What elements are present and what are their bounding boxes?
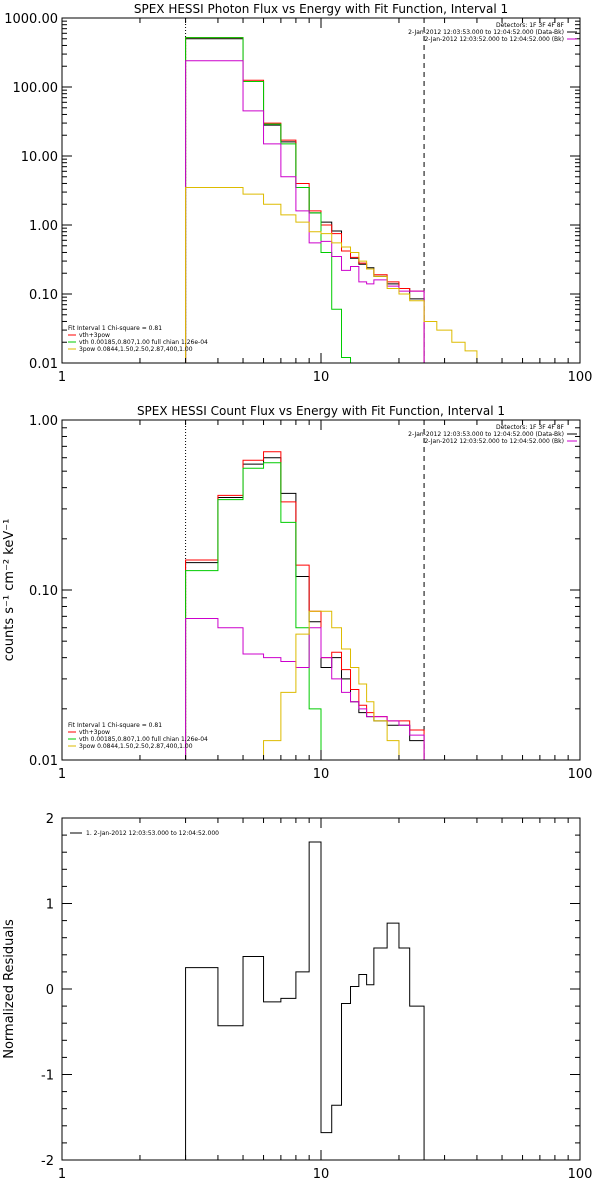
series-1-line xyxy=(185,38,425,363)
detector-info-text: Detectors: 1F 3F 4F 8F xyxy=(496,22,565,29)
y-tick-label: 0 xyxy=(46,983,54,998)
y-tick-label: 2 xyxy=(46,812,54,827)
detector-info-text: 2-Jan-2012 12:03:53.000 to 12:04:52.000 … xyxy=(408,29,564,36)
plot-area xyxy=(185,18,478,363)
fit-legend-text: Fit Interval 1 Chi-square = 0.81 xyxy=(68,325,162,332)
y-tick-label: 0.10 xyxy=(29,584,58,599)
plot-area xyxy=(185,420,425,760)
y-tick-label: 1 xyxy=(46,898,54,913)
fit-legend-text: vth+3pow xyxy=(79,729,110,736)
x-tick-label: 10 xyxy=(313,370,330,385)
x-tick-label: 1 xyxy=(58,767,66,782)
plot-area xyxy=(185,841,425,1160)
residual-legend-text: 1. 2-Jan-2012 12:03:53.000 to 12:04:52.0… xyxy=(86,830,219,837)
detector-info-text: Detectors: 1F 3F 4F 8F xyxy=(496,424,565,431)
chart-title: SPEX HESSI Photon Flux vs Energy with Fi… xyxy=(134,2,508,16)
fit-legend-text: 3pow 0.0844,1.50,2.50,2.87,400,1.00 xyxy=(79,743,193,750)
fit-legend-text: Fit Interval 1 Chi-square = 0.81 xyxy=(68,722,162,729)
y-tick-label: 0.01 xyxy=(29,754,58,769)
series-2-line xyxy=(185,37,425,363)
detector-info-text: 2-Jan-2012 12:03:53.000 to 12:04:52.000 … xyxy=(408,431,564,438)
y-tick-label: 100.00 xyxy=(13,81,59,96)
x-tick-label: 1 xyxy=(58,370,66,385)
series-3-line xyxy=(185,462,322,760)
series-5-line xyxy=(263,610,411,760)
series-4-line xyxy=(185,617,425,760)
x-tick-label: 100 xyxy=(568,1167,593,1182)
chart-panel-1: SPEX HESSI Photon Flux vs Energy with Fi… xyxy=(4,2,592,385)
chart-panel-2: SPEX HESSI Count Flux vs Energy with Fit… xyxy=(2,404,593,782)
detector-info-text: 2-Jan-2012 12:03:52.000 to 12:04:52.000 … xyxy=(424,438,564,445)
y-tick-label: 10.00 xyxy=(21,150,58,165)
y-tick-label: 1.00 xyxy=(29,414,58,429)
series-1-line xyxy=(185,841,425,1160)
x-tick-label: 1 xyxy=(58,1167,66,1182)
chart-panel-3: 1 10 100 -2 -1 0 1 2 Normalized Residuals 1. 2-Ja… xyxy=(2,812,592,1182)
y-axis-label: Normalized Residuals xyxy=(2,919,17,1059)
detector-info-text: 2-Jan-2012 12:03:52.000 to 12:04:52.000 … xyxy=(424,36,564,43)
series-4-line xyxy=(185,60,425,363)
fit-legend-text: vth 0.00185,0.807,1.00 full chian 1.26e-… xyxy=(79,339,208,346)
y-tick-label: -2 xyxy=(41,1154,54,1169)
series-5-line xyxy=(185,186,478,363)
x-tick-label: 100 xyxy=(568,767,593,782)
y-tick-label: 0.01 xyxy=(29,357,58,372)
x-tick-label: 10 xyxy=(313,1167,330,1182)
y-tick-label: 0.10 xyxy=(29,288,58,303)
fit-legend-text: 3pow 0.0844,1.50,2.50,2.87,400,1.00 xyxy=(79,346,193,353)
fit-legend-text: vth 0.00185,0.807,1.00 full chian 1.26e-… xyxy=(79,736,208,743)
fit-legend-text: vth+3pow xyxy=(79,332,110,339)
y-axis-label: counts s⁻¹ cm⁻² keV⁻¹ xyxy=(2,519,17,662)
series-1-line xyxy=(185,457,425,760)
y-tick-label: 1.00 xyxy=(29,219,58,234)
series-2-line xyxy=(185,451,425,760)
series-3-line xyxy=(185,37,352,363)
x-tick-label: 10 xyxy=(313,767,330,782)
chart-title: SPEX HESSI Count Flux vs Energy with Fit… xyxy=(137,404,505,418)
x-tick-label: 100 xyxy=(568,370,593,385)
y-tick-label: 1000.00 xyxy=(4,12,58,27)
y-tick-label: -1 xyxy=(41,1069,54,1084)
axes-frame xyxy=(61,17,581,364)
